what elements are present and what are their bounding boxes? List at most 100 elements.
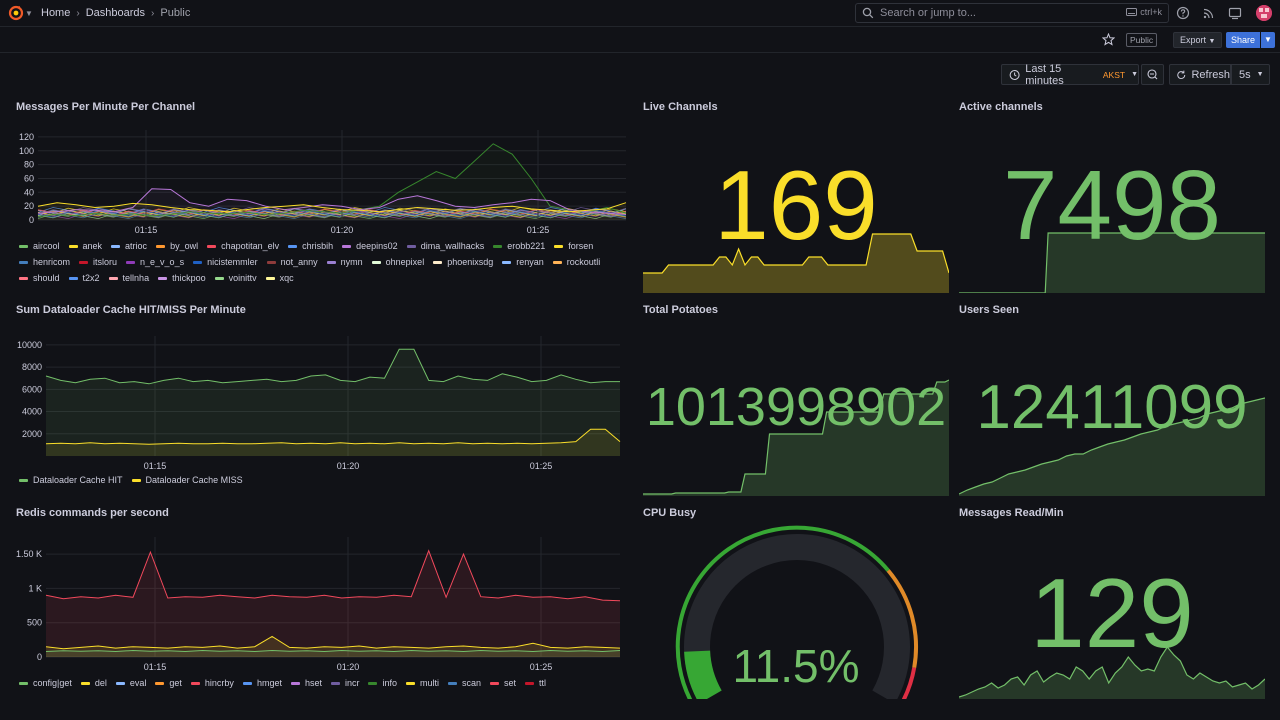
legend-swatch	[131, 478, 141, 482]
sparkline	[959, 397, 1265, 496]
y-tick-label: 80	[24, 160, 34, 170]
legend-item[interactable]: set	[490, 677, 516, 689]
legend-item[interactable]: atrioc	[111, 240, 147, 252]
legend-item[interactable]: by_owl	[156, 240, 198, 252]
legend-swatch	[126, 260, 136, 264]
legend-item[interactable]: incr	[330, 677, 359, 689]
legend-item[interactable]: thickpoo	[158, 272, 206, 284]
legend-item[interactable]: should	[19, 272, 60, 284]
legend-item[interactable]: henricom	[19, 256, 70, 268]
legend-item[interactable]: renyan	[502, 256, 544, 268]
legend-label: n_e_v_o_s	[140, 257, 185, 267]
legend-item[interactable]: xqc	[265, 272, 294, 284]
legend-item[interactable]: tellnha	[108, 272, 149, 284]
legend-item[interactable]: hset	[290, 677, 322, 689]
export-button[interactable]: Export ▼	[1173, 32, 1223, 48]
legend-item[interactable]: info	[368, 677, 397, 689]
legend-item[interactable]: anek	[68, 240, 102, 252]
legend-item[interactable]: ohnepixel	[371, 256, 424, 268]
legend-item[interactable]: Dataloader Cache MISS	[131, 474, 243, 486]
legend-swatch	[552, 260, 562, 264]
legend-item[interactable]: erobb221	[493, 240, 545, 252]
legend-item[interactable]: itsloru	[79, 256, 117, 268]
share-button[interactable]: Share	[1226, 32, 1260, 48]
search-placeholder: Search or jump to...	[880, 7, 976, 19]
legend-label: nicistemmler	[207, 257, 258, 267]
search-input[interactable]: Search or jump to... ctrl+k	[855, 3, 1169, 23]
legend-item[interactable]: nicistemmler	[193, 256, 258, 268]
gauge-value: 11.5%	[732, 640, 860, 692]
breadcrumb: Home › Dashboards › Public	[41, 7, 190, 19]
series-line	[45, 348, 620, 385]
timezone-label: AKST	[1102, 69, 1126, 80]
public-badge: Public	[1126, 33, 1158, 47]
legend-label: dima_wallhacks	[420, 241, 485, 251]
legend-item[interactable]: voinittv	[214, 272, 257, 284]
legend-item[interactable]: phoenixsdg	[433, 256, 493, 268]
legend-label: itsloru	[93, 257, 118, 267]
refresh-interval-picker[interactable]: 5s ▼	[1231, 64, 1270, 85]
breadcrumb-dashboards[interactable]: Dashboards	[85, 7, 146, 19]
legend-item[interactable]: n_e_v_o_s	[126, 256, 184, 268]
user-avatar[interactable]	[1256, 5, 1272, 21]
legend-swatch	[265, 276, 275, 280]
y-tick-label: 100	[19, 146, 34, 156]
rss-icon[interactable]	[1202, 6, 1216, 20]
legend-item[interactable]: del	[80, 677, 107, 689]
legend-item[interactable]: get	[155, 677, 182, 689]
legend-item[interactable]: aircool	[19, 240, 60, 252]
legend-item[interactable]: forsen	[554, 240, 593, 252]
panel-title: Sum Dataloader Cache HIT/MISS Per Minute	[16, 304, 246, 316]
refresh-button[interactable]: Refresh	[1169, 64, 1231, 85]
legend-item[interactable]: multi	[406, 677, 439, 689]
y-tick-label: 2000	[22, 429, 42, 439]
legend-item[interactable]: hincrby	[190, 677, 234, 689]
legend-item[interactable]: eval	[115, 677, 146, 689]
legend-item[interactable]: scan	[448, 677, 481, 689]
legend-label: atrioc	[125, 241, 148, 251]
cpu-gauge	[675, 525, 918, 699]
legend-item[interactable]: Dataloader Cache HIT	[19, 474, 123, 486]
time-range-picker[interactable]: Last 15 minutes AKST ▼	[1001, 62, 1139, 87]
time-range-label: Last 15 minutes	[1025, 62, 1064, 87]
top-icons	[1176, 6, 1242, 20]
share-dropdown-icon[interactable]: ▼	[1261, 32, 1275, 48]
panel-total-potatoes: Total Potatoes 1013998902	[643, 304, 949, 496]
x-tick-label: 01:25	[527, 225, 550, 235]
legend-swatch	[115, 681, 125, 685]
grafana-logo-icon[interactable]	[8, 5, 24, 21]
y-tick-label: 40	[24, 187, 34, 197]
legend-label: ttl	[539, 678, 547, 688]
series-line	[37, 188, 627, 215]
panel-title: Total Potatoes	[643, 304, 718, 316]
legend-item[interactable]: ttl	[525, 677, 546, 689]
avatar-pattern-icon	[1256, 5, 1272, 21]
refresh-interval-value: 5s	[1239, 68, 1251, 81]
legend-item[interactable]: chapotitan_elv	[207, 240, 279, 252]
panel-title: Live Channels	[643, 101, 718, 113]
dock-menu-icon[interactable]	[1228, 6, 1242, 20]
star-icon[interactable]	[1102, 33, 1115, 46]
chart-legend: config|get del eval get hincrby hmget hset incr…	[19, 677, 629, 689]
zoom-out-button[interactable]	[1141, 64, 1164, 85]
legend-swatch	[406, 681, 415, 685]
series-line	[37, 209, 627, 218]
legend-swatch	[326, 260, 336, 264]
legend-swatch	[193, 260, 203, 264]
legend-item[interactable]: deepins02	[342, 240, 398, 252]
legend-label: rockoutli	[566, 257, 601, 267]
legend-item[interactable]: hmget	[242, 677, 282, 689]
menu-caret-icon[interactable]: ▼	[25, 9, 33, 18]
legend-item[interactable]: rockoutli	[552, 256, 601, 268]
legend-item[interactable]: config|get	[19, 677, 72, 689]
help-icon[interactable]	[1176, 6, 1190, 20]
x-tick-label: 01:15	[144, 461, 167, 471]
legend-item[interactable]: chrisbih	[288, 240, 333, 252]
legend-label: xqc	[279, 273, 294, 283]
breadcrumb-home[interactable]: Home	[41, 7, 71, 19]
legend-item[interactable]: dima_wallhacks	[406, 240, 485, 252]
legend-swatch	[242, 681, 252, 685]
legend-item[interactable]: nymn	[326, 256, 363, 268]
legend-item[interactable]: t2x2	[68, 272, 100, 284]
legend-item[interactable]: not_anny	[266, 256, 318, 268]
